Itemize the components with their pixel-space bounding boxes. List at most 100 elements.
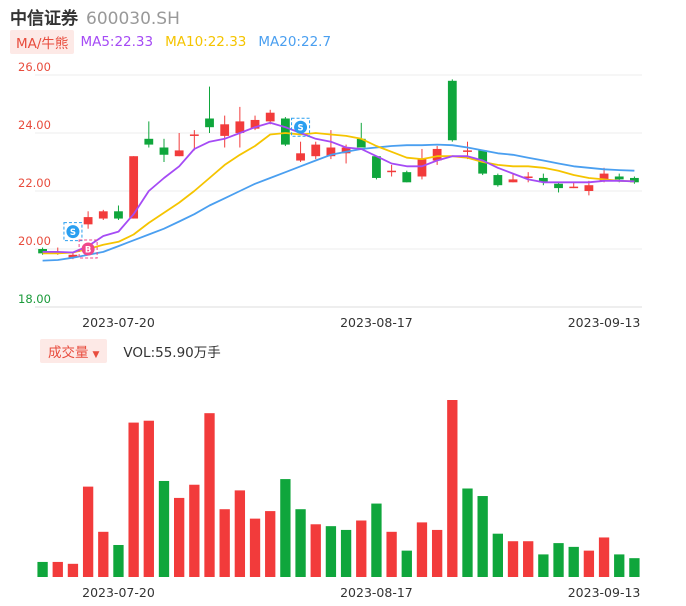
candlestick[interactable]: [220, 115, 230, 148]
volume-bar[interactable]: [568, 546, 579, 577]
ma20-label: MA20:22.7: [258, 34, 332, 50]
volume-bar[interactable]: [310, 524, 321, 577]
volume-bar[interactable]: [325, 526, 337, 577]
candlestick[interactable]: [205, 86, 214, 133]
ma-toggle-button[interactable]: MA/牛熊: [10, 30, 75, 54]
volume-bar[interactable]: [386, 531, 397, 577]
candle-body: [129, 156, 139, 219]
volume-bar[interactable]: [553, 543, 564, 577]
candlestick[interactable]: [554, 182, 563, 193]
candle-body: [235, 121, 245, 133]
candlestick[interactable]: [569, 182, 579, 189]
candlestick[interactable]: [114, 205, 123, 221]
volume-bar[interactable]: [82, 486, 94, 577]
stock-code: 600030.SH: [86, 9, 180, 29]
candlestick[interactable]: [493, 173, 503, 187]
volume-bar[interactable]: [265, 511, 276, 577]
stock-name: 中信证券: [10, 9, 78, 29]
volume-bar[interactable]: [629, 558, 640, 577]
candlestick[interactable]: [189, 130, 199, 151]
candlestick[interactable]: [630, 176, 639, 184]
candlestick[interactable]: [417, 148, 427, 180]
volume-bar[interactable]: [249, 518, 261, 577]
candlestick[interactable]: [523, 172, 533, 183]
volume-bar[interactable]: [128, 422, 139, 577]
volume-bar[interactable]: [523, 541, 534, 577]
volume-bar[interactable]: [234, 490, 246, 577]
candle-body: [372, 156, 381, 178]
sell-marker[interactable]: S: [291, 117, 311, 137]
candle-body: [98, 211, 108, 219]
volume-bar[interactable]: [462, 488, 473, 578]
candlestick[interactable]: [144, 121, 154, 148]
volume-bar[interactable]: [340, 529, 352, 577]
candlestick[interactable]: [159, 138, 169, 162]
candlestick[interactable]: [356, 122, 366, 148]
volume-bar[interactable]: [401, 550, 412, 577]
volume-bar[interactable]: [507, 541, 519, 577]
volume-legend: 成交量 ▼ VOL:55.90万手: [40, 339, 221, 363]
volume-bar[interactable]: [416, 522, 428, 577]
kline-chart[interactable]: 26.00 24.00 22.00 20.00 18.00 2023-07-20 2023-…: [0, 60, 686, 330]
candle-body: [569, 186, 579, 189]
candlestick[interactable]: [83, 211, 93, 229]
volume-bar[interactable]: [614, 554, 625, 577]
volume-bar[interactable]: [431, 529, 443, 577]
date-tick-label: 2023-08-17: [340, 585, 413, 600]
candlestick[interactable]: [584, 180, 594, 196]
volume-bar[interactable]: [371, 503, 382, 577]
volume-bar[interactable]: [52, 561, 63, 577]
candle-body: [189, 134, 199, 136]
candlestick[interactable]: [98, 209, 108, 220]
candlestick[interactable]: [38, 247, 47, 255]
volume-bar[interactable]: [492, 533, 503, 577]
volume-bar[interactable]: [143, 420, 154, 577]
volume-bar[interactable]: [67, 563, 79, 577]
marker-text: B: [85, 246, 91, 256]
volume-bar[interactable]: [219, 509, 230, 577]
volume-toggle-button[interactable]: 成交量 ▼: [40, 339, 108, 363]
volume-bar[interactable]: [174, 497, 185, 577]
volume-bar[interactable]: [280, 479, 291, 577]
volume-bar[interactable]: [477, 496, 488, 577]
volume-bar[interactable]: [447, 400, 458, 577]
marker-frame: [291, 117, 311, 137]
candle-body: [554, 183, 563, 189]
candle-body: [265, 112, 275, 122]
volume-bar[interactable]: [189, 484, 200, 577]
ma20-line: [42, 143, 635, 262]
candlestick[interactable]: [280, 117, 290, 147]
candle-body: [432, 148, 442, 161]
candlestick[interactable]: [129, 156, 139, 219]
volume-bar[interactable]: [37, 561, 48, 577]
volume-bar[interactable]: [204, 413, 215, 577]
candlestick[interactable]: [508, 173, 518, 183]
volume-bar[interactable]: [356, 520, 367, 577]
volume-bar[interactable]: [583, 550, 595, 577]
date-tick-label: 2023-08-17: [340, 315, 413, 330]
sell-marker[interactable]: S: [63, 222, 83, 242]
candlestick[interactable]: [372, 156, 381, 180]
volume-chart[interactable]: 2023-07-20 2023-08-17 2023-09-13: [0, 360, 686, 606]
candlestick[interactable]: [296, 141, 305, 162]
candlestick[interactable]: [402, 170, 412, 183]
volume-bar[interactable]: [538, 554, 549, 577]
volume-bar[interactable]: [113, 544, 124, 577]
marker-dot: [66, 225, 80, 239]
candlestick[interactable]: [311, 141, 321, 160]
candle-body: [463, 150, 472, 152]
volume-bar[interactable]: [98, 531, 109, 577]
candlestick[interactable]: [538, 173, 548, 186]
candlestick[interactable]: [265, 109, 275, 125]
candlestick[interactable]: [174, 133, 184, 157]
volume-bar[interactable]: [158, 480, 170, 577]
buy-marker[interactable]: B: [78, 239, 98, 259]
candlestick[interactable]: [235, 106, 245, 148]
volume-bar[interactable]: [295, 509, 306, 577]
candlestick[interactable]: [387, 164, 397, 177]
candlestick[interactable]: [447, 79, 457, 142]
candle-body: [326, 147, 336, 157]
candle-body: [250, 119, 260, 129]
volume-bar[interactable]: [598, 537, 610, 577]
ma-legend: MA/牛熊 MA5:22.33 MA10:22.33 MA20:22.7: [10, 30, 343, 54]
